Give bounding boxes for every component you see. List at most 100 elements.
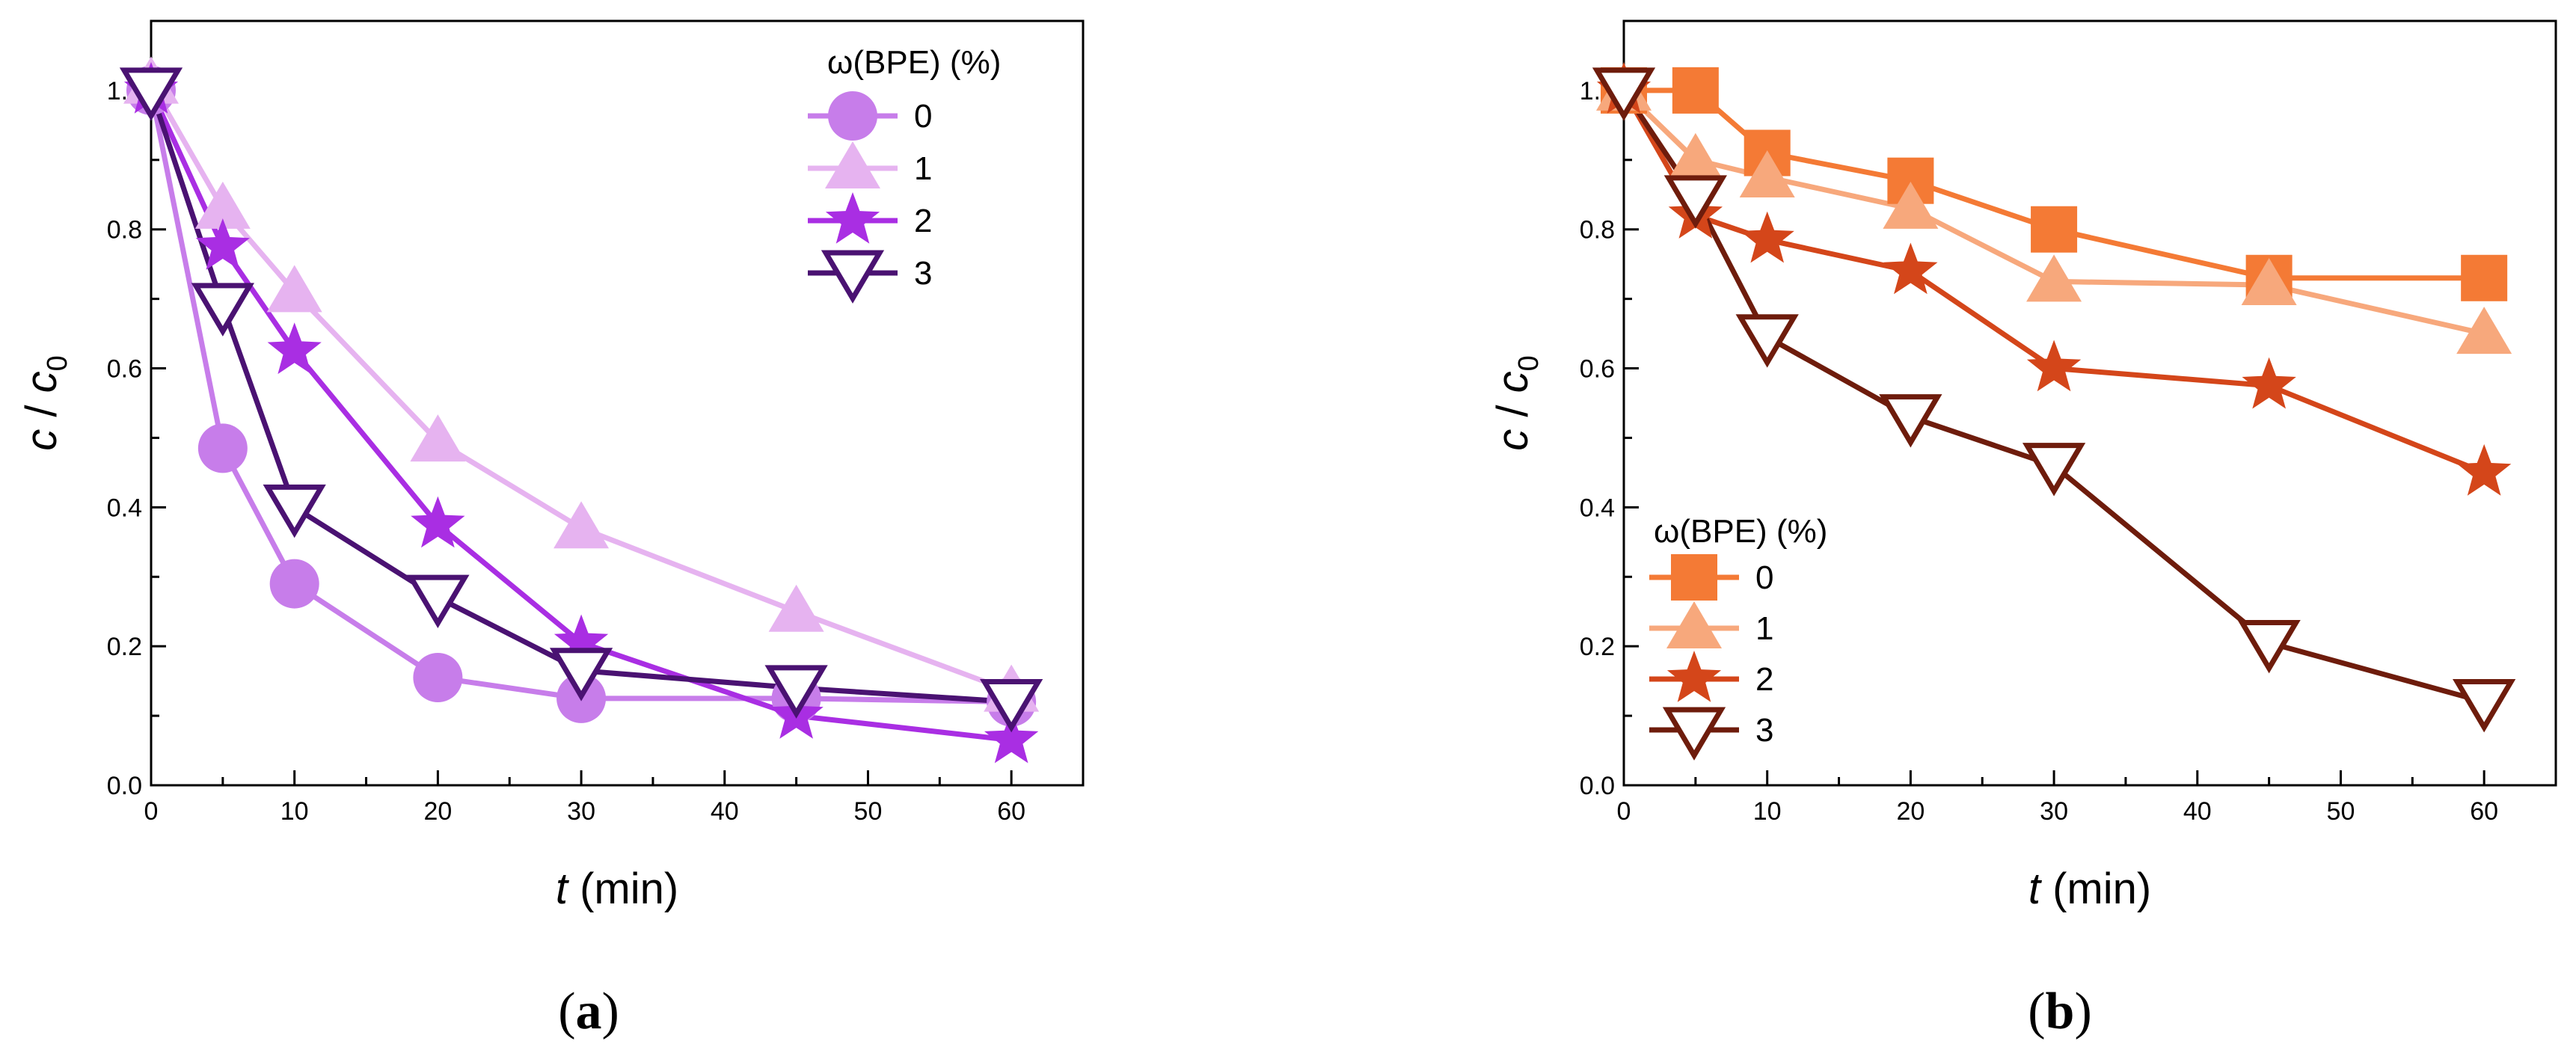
panel-a-x-axis-title: t (min) xyxy=(556,865,678,913)
panel-b-series-2-point xyxy=(1740,211,1794,263)
panel-a-legend-title: ω(BPE) (%) xyxy=(827,44,1001,81)
panel-b-legend-title: ω(BPE) (%) xyxy=(1654,513,1827,550)
panel-a-series-3-point xyxy=(119,67,183,121)
panel-a-y-axis-var2: c xyxy=(17,371,66,393)
panel-b-series-1-point xyxy=(2026,254,2082,302)
panel-b-legend-marker-2 xyxy=(1666,651,1722,702)
panel-b-x-tick-label: 50 xyxy=(2327,797,2355,826)
panel-b-series-3-point xyxy=(2237,620,2301,674)
panel-a-label-open: ( xyxy=(558,983,575,1040)
panel-a-series-2-point xyxy=(984,711,1039,764)
panel-a-y-axis-sub: 0 xyxy=(42,355,73,371)
panel-a-label: (a) xyxy=(558,983,619,1040)
panel-b-x-axis-title: t (min) xyxy=(2028,865,2151,913)
panel-b-label-close: ) xyxy=(2074,983,2091,1040)
panel-b-y-tick-label: 0.6 xyxy=(1580,355,1615,384)
panel-a-series-3-point xyxy=(980,679,1043,733)
panel-b-series-3-point xyxy=(2022,443,2086,497)
panel-a-series-0-point xyxy=(269,559,319,609)
panel-a-x-axis-var: t xyxy=(556,865,570,913)
panel-b-y-tick-label: 0.4 xyxy=(1580,494,1615,522)
panel-b-y-tick-label: 0.2 xyxy=(1580,633,1615,661)
panel-a-series-3-point xyxy=(406,574,470,629)
panel-a-y-tick-label: 0.8 xyxy=(107,216,142,245)
panel-b: 0 10 20 30 40 50 600.00.20.40.60.81.0ω(BPE) (%… xyxy=(1488,19,2557,1040)
panel-a-y-axis-var: c xyxy=(17,429,66,451)
panel-a-x-tick-label: 50 xyxy=(854,797,883,826)
panel-b-legend-marker-1 xyxy=(1666,601,1722,648)
panel-a-x-tick-label: 60 xyxy=(997,797,1025,826)
panel-a-series-2-point xyxy=(411,496,465,548)
panel-b-x-tick-label: 20 xyxy=(1896,797,1925,826)
panel-b-series-0-point xyxy=(2031,206,2078,253)
panel-a-series-1-point xyxy=(266,265,322,313)
panel-b-legend-label-1: 1 xyxy=(1755,610,1773,647)
panel-a-y-tick-label: 0.2 xyxy=(107,633,142,661)
panel-a-series-0-line xyxy=(148,90,1012,704)
panel-b-series-0-point xyxy=(2461,254,2508,301)
panel-b-plot-frame xyxy=(1622,19,2557,787)
panel-a-series-0-point xyxy=(413,652,463,702)
panel-a-y-axis-title: c / c0 xyxy=(17,355,73,450)
panel-a-legend-marker-2 xyxy=(825,192,880,244)
panel-b-legend-label-0: 0 xyxy=(1755,559,1773,596)
panel-b-x-tick-label: 30 xyxy=(2040,797,2068,826)
panel-b-series-2-point xyxy=(2026,340,2082,392)
panel-b-series-3-point xyxy=(1592,67,1656,121)
panel-a-series-1-point xyxy=(410,414,466,462)
panel-a-legend-label-0: 0 xyxy=(914,98,932,135)
panel-b-x-tick-label: 10 xyxy=(1753,797,1782,826)
panel-a-legend-label-2: 2 xyxy=(914,203,932,239)
panel-a-series-1-point xyxy=(194,181,251,229)
panel-a-series-3-point xyxy=(764,665,828,719)
panel-a-label-close: ) xyxy=(602,983,619,1040)
panel-b-series-3-point xyxy=(2453,679,2516,733)
panel-b-legend-label-3: 3 xyxy=(1755,712,1773,749)
panel-b-x-axis-var: t xyxy=(2028,865,2043,913)
panel-b-y-axis-var2: c xyxy=(1488,371,1537,393)
panel-b-series-1-point xyxy=(2456,307,2512,354)
panel-a-legend-label-1: 1 xyxy=(914,150,932,187)
panel-a-x-tick-label: 0 xyxy=(144,797,159,826)
panel-a-y-tick-label: 0.4 xyxy=(107,494,142,522)
panel-a-series-2-point xyxy=(195,218,250,270)
panel-a-x-tick-label: 40 xyxy=(711,797,739,826)
panel-a-series-3-point xyxy=(549,648,613,702)
panel-a-plot-frame xyxy=(150,19,1085,787)
panel-b-x-axis-unit: (min) xyxy=(2040,865,2151,913)
panel-a-y-axis-sep: / xyxy=(17,393,66,429)
panel-a-x-axis-unit: (min) xyxy=(568,865,678,913)
panel-a-y-tick-label: 0.6 xyxy=(107,355,142,384)
panel-a-legend: ω(BPE) (%) 0 1 2 3 xyxy=(808,44,1001,304)
panel-b-label-letter: b xyxy=(2046,983,2075,1040)
panel-a-y-tick-label: 0.0 xyxy=(107,772,142,800)
panel-b-series-3-point xyxy=(1663,175,1727,229)
panel-a-label-letter: a xyxy=(576,983,602,1040)
panel-b-legend-marker-3 xyxy=(1662,707,1726,761)
panel-a-x-tick-label: 10 xyxy=(280,797,309,826)
panel-b-series-3-point xyxy=(1879,394,1942,448)
panel-b-y-axis-title: c / c0 xyxy=(1488,355,1545,450)
panel-b-series-1-point xyxy=(2241,258,2297,306)
panel-a-x-tick-label: 30 xyxy=(567,797,595,826)
panel-b-series-1-point xyxy=(1883,181,1939,229)
panel-b-y-axis-sep: / xyxy=(1488,393,1537,429)
panel-a-legend-marker-1 xyxy=(825,141,880,188)
panel-b-legend-marker-0 xyxy=(1671,554,1717,601)
panel-b-x-tick-label: 40 xyxy=(2183,797,2212,826)
panel-a-legend-marker-3 xyxy=(821,250,885,304)
panel-b-y-axis-var: c xyxy=(1488,429,1537,451)
panel-a-series-0-point xyxy=(197,423,248,473)
panel-a-x-tick-label: 20 xyxy=(423,797,452,826)
panel-a-series-1-point xyxy=(768,584,824,632)
panel-b-series-1-point xyxy=(1667,132,1723,180)
panel-b-series-3-point xyxy=(1735,314,1799,368)
panel-a-series-1-point xyxy=(553,501,610,549)
panel-a-series-3-point xyxy=(263,484,326,538)
panel-b-x-tick-label: 0 xyxy=(1617,797,1631,826)
panel-b-series-2-point xyxy=(2457,443,2512,496)
panel-b-y-tick-label: 0.0 xyxy=(1580,772,1615,800)
panel-b-y-axis-sub: 0 xyxy=(1513,355,1545,371)
panel-b-series-2-point xyxy=(1883,242,1938,295)
